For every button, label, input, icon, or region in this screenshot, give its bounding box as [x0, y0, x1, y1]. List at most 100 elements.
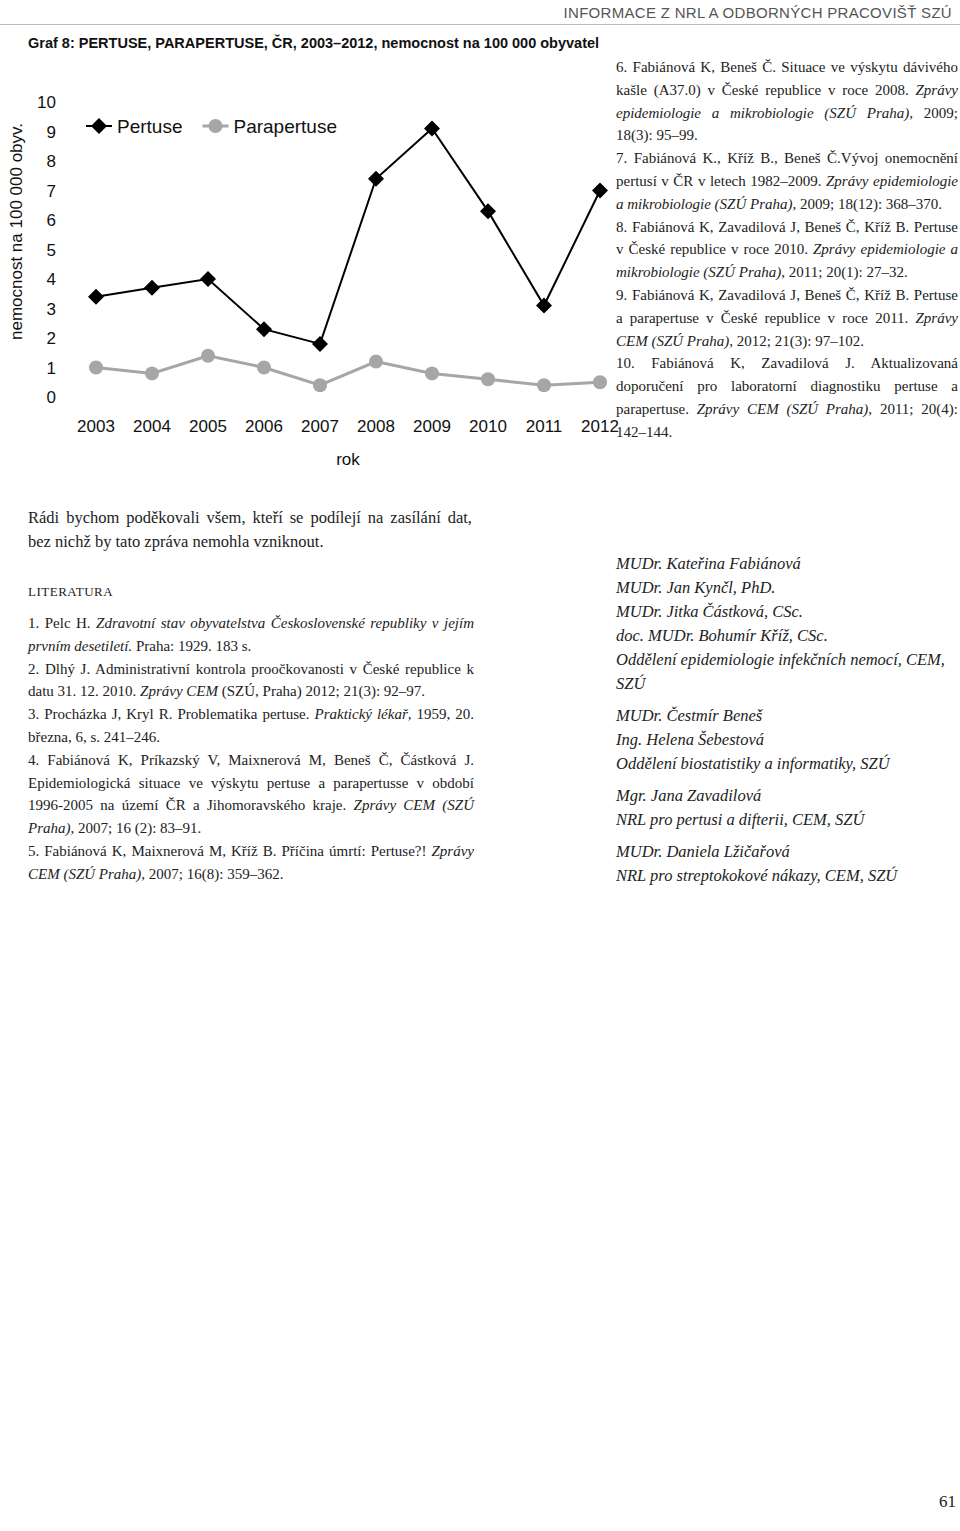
x-tick-label: 2005 [189, 417, 227, 436]
x-tick-label: 2006 [245, 417, 283, 436]
y-tick-label: 0 [47, 388, 56, 407]
reference-italic: Praktický lékař, [315, 706, 412, 722]
legend-label: Parapertuse [233, 116, 337, 137]
data-point [480, 203, 496, 219]
legend-label: Pertuse [117, 116, 182, 137]
reference-number: 8. [616, 219, 627, 235]
author-department: NRL pro pertusi a difterii, CEM, SZÚ [616, 808, 958, 832]
data-point [536, 298, 552, 314]
reference: 1. Pelc H. Zdravotní stav obyvatelstva Č… [28, 612, 474, 658]
y-tick-label: 5 [47, 241, 56, 260]
reference-number: 2. [28, 661, 39, 677]
reference-text: Fabiánová K, Maixnerová M, Kříž B. Příči… [44, 843, 431, 859]
author-name: MUDr. Čestmír Beneš [616, 704, 958, 728]
chart-title: Graf 8: PERTUSE, PARAPERTUSE, ČR, 2003–2… [28, 34, 599, 51]
acknowledgement: Rádi bychom poděkovali všem, kteří se po… [28, 506, 472, 554]
reference-text: (SZÚ, Praha) 2012; 21(3): 92–97. [218, 683, 425, 699]
data-point [537, 378, 551, 392]
y-tick-label: 3 [47, 300, 56, 319]
chart: Graf 8: PERTUSE, PARAPERTUSE, ČR, 2003–2… [0, 26, 640, 496]
reference-number: 7. [616, 150, 627, 166]
data-point [201, 349, 215, 363]
series [88, 121, 608, 352]
author-name: MUDr. Kateřina Fabiánová [616, 552, 958, 576]
data-point [592, 183, 608, 199]
y-tick-label: 4 [47, 270, 56, 289]
legend-item: Pertuse [86, 116, 182, 137]
data-point [369, 355, 383, 369]
header-rule [0, 24, 960, 25]
data-point [312, 336, 328, 352]
x-axis-label: rok [336, 450, 360, 469]
data-point [144, 280, 160, 296]
x-tick-label: 2007 [301, 417, 339, 436]
author-group: MUDr. Daniela LžičařováNRL pro streptoko… [616, 840, 958, 888]
reference-text: Procházka J, Kryl R. Problematika pertus… [44, 706, 314, 722]
data-point [145, 366, 159, 380]
series-line [96, 356, 600, 386]
data-point [593, 375, 607, 389]
data-point [88, 289, 104, 305]
author-department: NRL pro streptokokové nákazy, CEM, SZÚ [616, 864, 958, 888]
references-left: 1. Pelc H. Zdravotní stav obyvatelstva Č… [28, 612, 474, 886]
y-tick-label: 1 [47, 359, 56, 378]
author-name: doc. MUDr. Bohumír Kříž, CSc. [616, 624, 958, 648]
author-name: MUDr. Jitka Částková, CSc. [616, 600, 958, 624]
data-point [481, 372, 495, 386]
data-point [425, 366, 439, 380]
reference: 6. Fabiánová K, Beneš Č. Situace ve výsk… [616, 56, 958, 147]
author-department: Oddělení epidemiologie infekčních nemocí… [616, 648, 958, 696]
reference: 10. Fabiánová K, Zavadilová J. Aktualizo… [616, 352, 958, 443]
reference: 8. Fabiánová K, Zavadilová J, Beneš Č, K… [616, 216, 958, 284]
reference: 2. Dlhý J. Administrativní kontrola proo… [28, 658, 474, 704]
reference-number: 9. [616, 287, 627, 303]
x-tick-label: 2008 [357, 417, 395, 436]
reference-text: 2007; 16(8): 359–362. [145, 866, 283, 882]
author-name: MUDr. Daniela Lžičařová [616, 840, 958, 864]
y-tick-label: 2 [47, 329, 56, 348]
data-point [200, 271, 216, 287]
data-point [256, 321, 272, 337]
x-tick-label: 2009 [413, 417, 451, 436]
data-point [313, 378, 327, 392]
author-name: Mgr. Jana Zavadilová [616, 784, 958, 808]
reference-text: 2007; 16 (2): 83–91. [74, 820, 201, 836]
reference: 3. Procházka J, Kryl R. Problematika per… [28, 703, 474, 749]
legend-item: Parapertuse [202, 116, 337, 137]
author-group: Mgr. Jana ZavadilováNRL pro pertusi a di… [616, 784, 958, 832]
page-number: 61 [939, 1492, 956, 1512]
x-tick-label: 2004 [133, 417, 171, 436]
author-name: MUDr. Jan Kynčl, PhD. [616, 576, 958, 600]
x-tick-label: 2003 [77, 417, 115, 436]
reference-text: Fabiánová K, Beneš Č. Situace ve výskytu… [616, 59, 958, 98]
reference-number: 4. [28, 752, 39, 768]
author-name: Ing. Helena Šebestová [616, 728, 958, 752]
y-tick-label: 8 [47, 152, 56, 171]
reference-text: Praha: 1929. 183 s. [132, 638, 251, 654]
y-tick-label: 6 [47, 211, 56, 230]
page-header: INFORMACE Z NRL A ODBORNÝCH PRACOVIŠŤ SZ… [564, 4, 952, 21]
x-tick-label: 2011 [526, 417, 563, 436]
series [89, 349, 607, 393]
y-axis-label: nemocnost na 100 000 obyv. [7, 123, 26, 340]
reference-text: Fabiánová K, Zavadilová J, Beneš Č, Kříž… [616, 287, 958, 326]
reference-italic: Zprávy CEM (SZÚ Praha), [697, 401, 872, 417]
references-right: 6. Fabiánová K, Beneš Č. Situace ve výsk… [616, 56, 958, 444]
reference-text: 2011; 20(1): 27–32. [785, 264, 908, 280]
literature-heading: LITERATURA [28, 584, 113, 600]
y-tick-label: 7 [47, 182, 56, 201]
reference-number: 6. [616, 59, 627, 75]
reference-italic: Zprávy CEM [140, 683, 218, 699]
reference-number: 3. [28, 706, 39, 722]
legend-marker [91, 118, 107, 134]
data-point [424, 121, 440, 137]
reference-number: 5. [28, 843, 39, 859]
x-tick-label: 2010 [469, 417, 507, 436]
reference: 4. Fabiánová K, Príkazský V, Maixnerová … [28, 749, 474, 840]
reference: 9. Fabiánová K, Zavadilová J, Beneš Č, K… [616, 284, 958, 352]
reference: 5. Fabiánová K, Maixnerová M, Kříž B. Př… [28, 840, 474, 886]
plot-area [88, 121, 608, 393]
author-group: MUDr. Čestmír BenešIng. Helena Šebestová… [616, 704, 958, 776]
series-line [96, 129, 600, 344]
y-tick-label: 9 [47, 123, 56, 142]
